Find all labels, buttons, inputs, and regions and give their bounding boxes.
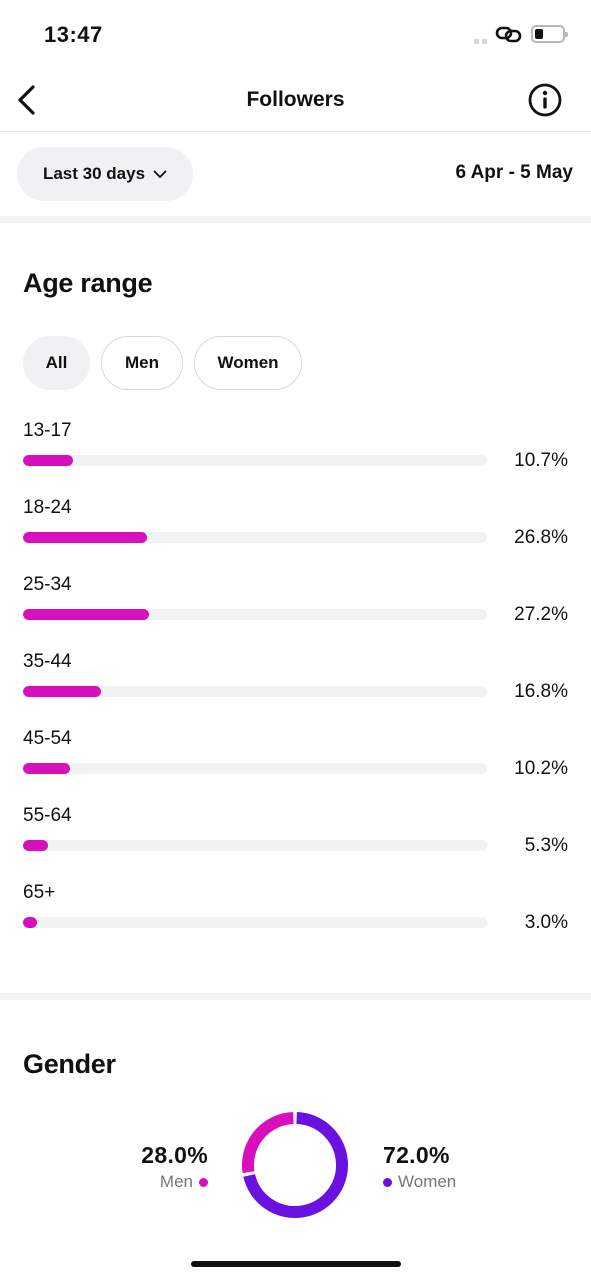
age-row-value: 10.2% [514,758,568,779]
age-row: 55-64 5.3% [23,805,568,865]
gender-men: 28.0% Men [141,1142,208,1192]
age-row-label: 45-54 [23,728,72,749]
age-row-label: 13-17 [23,420,72,441]
section-divider [0,216,591,223]
gender-men-percent: 28.0% [141,1142,208,1168]
age-bar-fill [23,840,48,851]
age-row: 13-17 10.7% [23,420,568,480]
gender-women-percent: 72.0% [383,1142,450,1168]
age-range-tabs: All Men Women [23,336,302,390]
age-row-label: 18-24 [23,497,72,518]
age-row-label: 65+ [23,882,56,903]
age-row-label: 35-44 [23,651,72,672]
age-row-value: 5.3% [524,835,568,856]
age-row-label: 25-34 [23,574,72,595]
age-row-value: 10.7% [514,450,568,471]
gender-men-legend: Men [141,1172,208,1192]
tab-men[interactable]: Men [101,336,183,390]
gender-women: 72.0% Women [383,1142,456,1192]
donut-segment-men [242,1112,294,1174]
gender-donut [242,1112,348,1218]
age-row-value: 27.2% [514,604,568,625]
age-bar-track [23,840,487,851]
age-bar-fill [23,686,101,697]
status-time: 13:47 [44,22,103,47]
legend-dot-women [383,1177,392,1187]
nav-bar: Followers [0,70,591,132]
battery-icon [531,25,568,43]
home-indicator[interactable] [191,1261,401,1267]
age-row: 25-34 27.2% [23,574,568,634]
tab-women[interactable]: Women [194,336,302,390]
filter-row: Last 30 days 6 Apr - 5 May [0,132,591,216]
age-bar-track [23,609,487,620]
age-bar-track [23,455,487,466]
status-icons [474,24,568,44]
age-row-value: 16.8% [514,681,568,702]
age-row: 45-54 10.2% [23,728,568,788]
age-bar-fill [23,532,147,543]
age-bar-fill [23,763,70,774]
tab-all[interactable]: All [23,336,90,390]
age-row: 18-24 26.8% [23,497,568,557]
gender-title: Gender [23,1049,116,1079]
gender-chart: 28.0% Men 72.0% Women [0,1100,591,1230]
signal-icon [474,30,487,44]
age-bar-fill [23,609,149,620]
date-range-text: 6 Apr - 5 May [455,162,573,183]
age-bar-track [23,532,487,543]
age-bar-fill [23,917,37,928]
donut-segment-women [243,1112,348,1218]
age-range-title: Age range [23,268,153,298]
date-range-dropdown[interactable]: Last 30 days [17,147,193,201]
age-bar-track [23,917,487,928]
age-bar-track [23,763,487,774]
info-circle-icon[interactable] [527,82,563,118]
gender-women-label: Women [398,1172,457,1191]
status-bar: 13:47 [0,0,591,70]
age-row: 65+ 3.0% [23,882,568,942]
age-bar-fill [23,455,73,466]
section-divider [0,993,591,1000]
chevron-left-icon[interactable] [14,82,44,118]
chevron-down-icon [153,170,167,178]
gender-men-label: Men [159,1172,193,1191]
date-range-dropdown-label: Last 30 days [42,164,146,183]
age-row: 35-44 16.8% [23,651,568,711]
link-icon [495,26,522,43]
age-row-value: 26.8% [514,527,568,548]
page-title: Followers [246,88,345,111]
age-bar-track [23,686,487,697]
gender-women-legend: Women [383,1172,456,1192]
age-row-label: 55-64 [23,805,72,826]
legend-dot-men [199,1177,208,1187]
age-row-value: 3.0% [524,912,568,933]
battery-fill [535,29,543,39]
